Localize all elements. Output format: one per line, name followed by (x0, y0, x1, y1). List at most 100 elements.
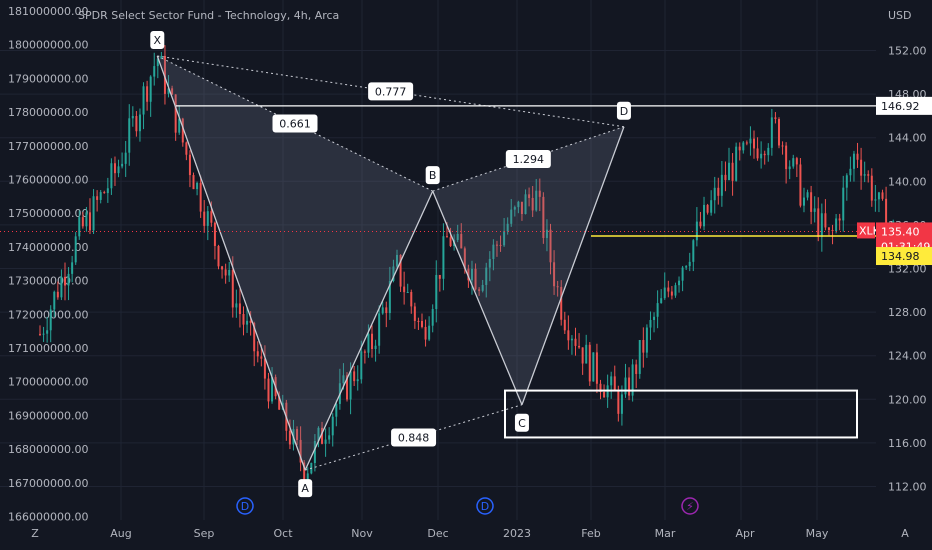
candle-body (131, 115, 134, 119)
candle-body (499, 244, 502, 246)
candle-body (478, 289, 481, 291)
candle-body (506, 223, 509, 232)
candle-body (781, 145, 784, 147)
candle-body (688, 261, 691, 267)
left-axis-tick: 172000000.00 (8, 308, 88, 321)
candle-body (167, 88, 170, 94)
candle-body (699, 221, 702, 227)
candle-body (556, 286, 559, 288)
candle-body (199, 182, 202, 212)
candle-body (624, 377, 627, 395)
candle-body (467, 268, 470, 281)
candle-body (138, 114, 141, 132)
candle-body (474, 268, 477, 290)
candle-body (877, 192, 880, 200)
ratio-line (157, 55, 433, 192)
candle-body (653, 316, 656, 320)
candle-body (728, 162, 731, 181)
x-axis-tick: Feb (581, 527, 600, 540)
candle-body (435, 274, 438, 310)
candle-body (371, 333, 374, 350)
candle-body (121, 163, 124, 167)
candle-body (263, 358, 266, 379)
candle-body (428, 325, 431, 340)
candle-body (188, 154, 191, 176)
candle-body (463, 248, 466, 269)
candle-body (742, 142, 745, 151)
candle-body (635, 364, 638, 374)
left-axis-tick: 177000000.00 (8, 140, 88, 153)
candle-body (549, 229, 552, 263)
pattern-leg (304, 190, 434, 471)
right-axis-tick: 132.00 (888, 263, 927, 276)
candle-body (817, 208, 820, 237)
candle-body (249, 320, 252, 323)
left-axis-tick: 166000000.00 (8, 511, 88, 524)
candle-body (445, 236, 448, 238)
candle-body (738, 146, 741, 151)
candle-body (313, 441, 316, 463)
target-zone-box[interactable] (504, 389, 858, 439)
point-label: X (154, 34, 162, 47)
candle-body (260, 356, 263, 359)
right-axis-tick: 124.00 (888, 350, 927, 363)
candle-body (288, 430, 291, 445)
x-axis-tick: Apr (735, 527, 755, 540)
candle-body (267, 378, 270, 402)
candle-body (381, 307, 384, 314)
candle-body (667, 287, 670, 292)
left-axis-tick: 181000000.00 (8, 5, 88, 18)
left-axis-tick: 170000000.00 (8, 376, 88, 389)
x-axis-tick: May (806, 527, 829, 540)
split-icon[interactable] (681, 497, 699, 515)
candle-body (674, 285, 677, 296)
candle-body (346, 375, 349, 400)
pattern-triangle-bcd (432, 126, 624, 405)
candle-body (456, 233, 459, 240)
candle-body (96, 196, 99, 200)
candle-body (838, 218, 841, 221)
support-price-badge (876, 247, 932, 266)
candle-body (317, 427, 320, 442)
candle-body (563, 319, 566, 331)
candle-body (567, 330, 570, 341)
dividend-icon[interactable] (476, 497, 494, 515)
candle-body (763, 153, 766, 156)
candle-body (695, 221, 698, 241)
dividend-icon[interactable] (236, 497, 254, 515)
candle-body (692, 240, 695, 262)
candle-body (88, 212, 91, 231)
left-axis-tick: 174000000.00 (8, 241, 88, 254)
candle-body (110, 163, 113, 189)
candle-body (224, 269, 227, 276)
harmonic-pattern[interactable]: 0.777 0.661 1.294 0.848 X A B C D (150, 30, 631, 498)
candle-body (849, 168, 852, 176)
candle-body (649, 319, 652, 328)
candle-body (185, 142, 188, 155)
candle-body (192, 175, 195, 190)
candle-body (545, 229, 548, 238)
candle-body (142, 86, 145, 115)
candle-body (731, 162, 734, 181)
candle-body (724, 174, 727, 181)
candle-body (581, 347, 584, 364)
candle-body (321, 427, 324, 444)
candle-body (852, 153, 855, 169)
candle-body (85, 212, 88, 227)
right-axis-tick: 112.00 (888, 481, 927, 494)
candle-body (56, 291, 59, 298)
candle-body (678, 280, 681, 286)
candle-body (396, 254, 398, 267)
candle-body (681, 267, 684, 281)
candle-body (39, 333, 41, 335)
candle-body (703, 204, 706, 227)
right-axis-tick: 140.00 (888, 175, 927, 188)
right-axis-tick: 152.00 (888, 45, 927, 58)
candle-body (63, 276, 66, 286)
candle-body (638, 340, 641, 374)
candle-body (713, 187, 716, 201)
candle-body (331, 416, 334, 436)
split-icon-glyph: ⚡ (686, 500, 694, 513)
